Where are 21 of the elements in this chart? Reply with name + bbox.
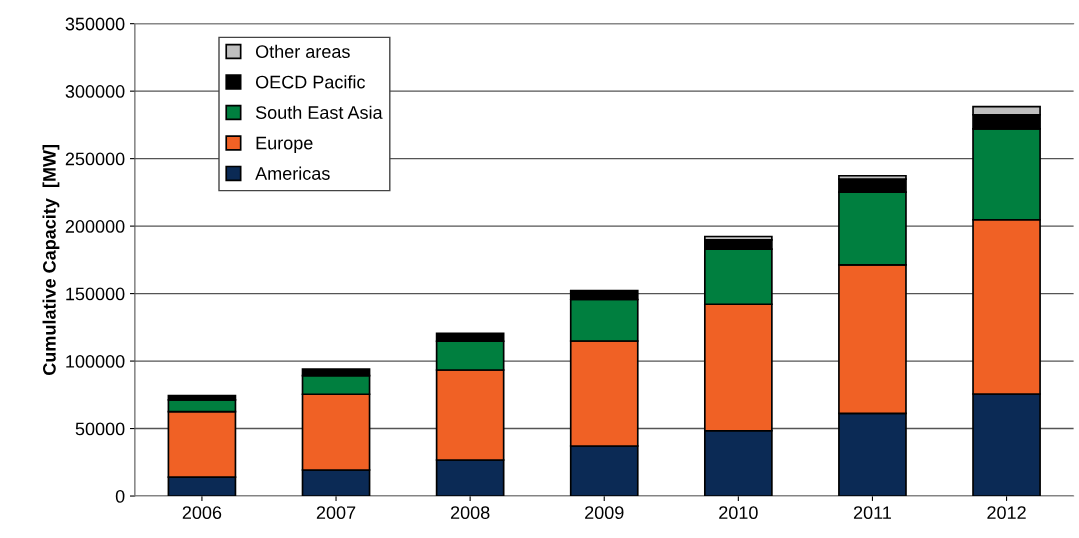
y-axis-title: Cumulative Capacity [MW]: [42, 144, 60, 375]
y-tick-label: 350000: [65, 17, 125, 31]
x-tick-label: 2007: [316, 506, 356, 520]
y-tick-label: 0: [115, 489, 125, 503]
y-tick-label: 200000: [65, 220, 125, 233]
y-tick-label: 50000: [75, 422, 125, 436]
y-tick-label: 250000: [65, 152, 125, 166]
legend-label: Other areas: [255, 44, 350, 58]
x-tick-label: 2008: [450, 506, 490, 520]
legend-label: Europe: [256, 136, 313, 153]
legend-label: Americas: [255, 166, 330, 180]
legend-label: OECD Pacific: [255, 75, 365, 89]
y-tick-label: 100000: [66, 355, 125, 368]
legend-label: South East Asia: [255, 105, 383, 119]
y-tick-label: 300000: [65, 85, 125, 98]
x-tick-label: 2010: [719, 506, 758, 520]
x-tick-label: 2009: [585, 506, 624, 520]
x-tick-label: 2012: [987, 506, 1026, 520]
x-tick-label: 2011: [853, 506, 891, 520]
y-tick-label: 150000: [66, 287, 125, 301]
x-tick-label: 2006: [182, 506, 222, 520]
